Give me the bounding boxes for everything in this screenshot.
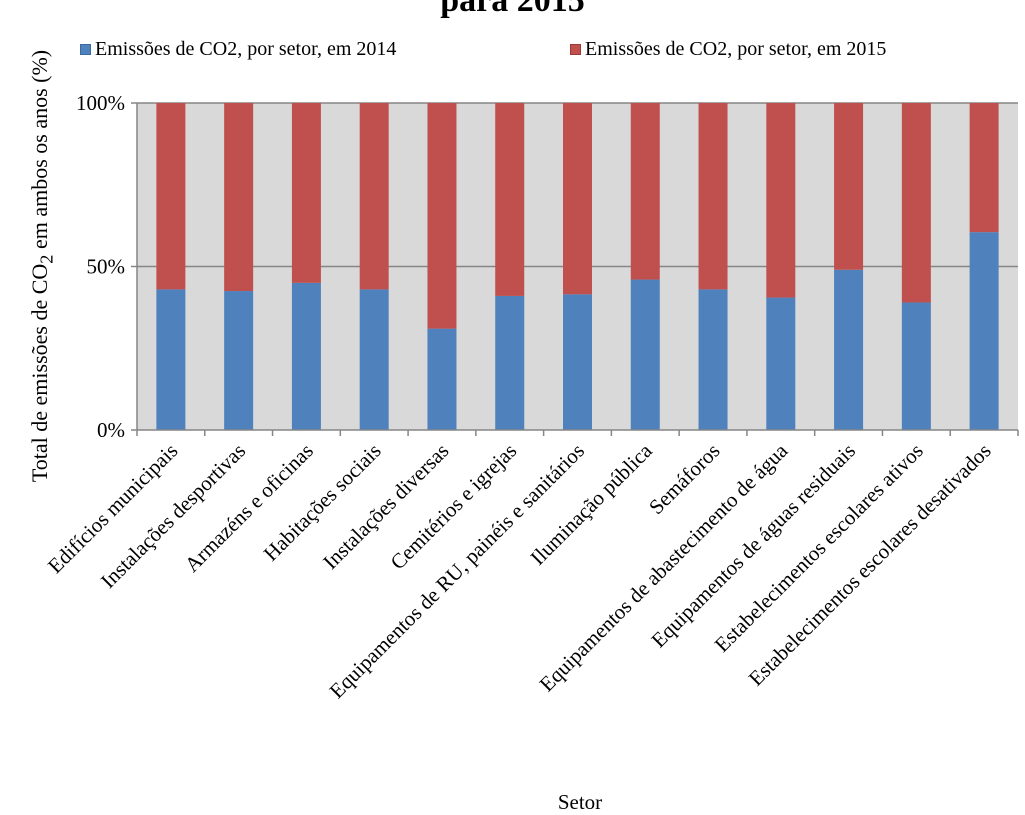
x-tick-label: Equipamentos de abastecimento de água: [535, 438, 793, 696]
bar-2014: [495, 295, 525, 430]
bar-2015: [495, 103, 525, 296]
x-tick-label: Edifícios municipais: [43, 439, 182, 578]
legend-label-2015: Emissões de CO2, por setor, em 2015: [585, 38, 887, 60]
y-tick-label: 0%: [97, 418, 125, 442]
chart-title: para 2015: [440, 0, 585, 19]
bar-2015: [427, 103, 457, 329]
chart-legend: Emissões de CO2, por setor, em 2014 Emis…: [80, 38, 1000, 68]
bar-2015: [901, 103, 931, 303]
bar-2015: [224, 103, 254, 292]
bar-2014: [766, 297, 796, 430]
legend-swatch-2014: [80, 44, 91, 55]
bar-2015: [359, 103, 389, 290]
y-tick-label: 50%: [87, 255, 126, 279]
bar-2014: [630, 279, 660, 430]
bar-2015: [563, 103, 592, 295]
legend-swatch-2015: [570, 44, 581, 55]
bar-2014: [291, 282, 321, 430]
bar-2015: [969, 103, 999, 233]
bar-2014: [427, 328, 457, 430]
bar-2014: [359, 289, 389, 430]
bar-2014: [156, 289, 186, 430]
bar-2014: [224, 291, 254, 430]
bar-2015: [834, 103, 864, 270]
y-tick-label: 100%: [76, 91, 125, 115]
x-tick-label: Instalações diversas: [318, 439, 453, 574]
x-axis-title: Setor: [557, 790, 603, 814]
bar-2015: [630, 103, 660, 280]
x-tick-label: Habitações sociais: [259, 439, 386, 566]
x-tick-label: Armazéns e oficinas: [180, 439, 318, 577]
bar-2015: [291, 103, 321, 283]
bar-2014: [698, 289, 728, 430]
bar-2014: [834, 269, 864, 430]
x-tick-label: Iluminação pública: [526, 438, 658, 570]
bar-2014: [969, 232, 999, 430]
legend-item-2015: Emissões de CO2, por setor, em 2015: [570, 38, 886, 61]
bar-2015: [156, 103, 186, 290]
bar-2014: [901, 302, 931, 430]
x-tick-label: Estabelecimentos escolares desativados: [744, 439, 996, 691]
bar-2015: [698, 103, 728, 290]
legend-item-2014: Emissões de CO2, por setor, em 2014: [80, 38, 396, 61]
bar-2014: [563, 294, 592, 430]
legend-label-2014: Emissões de CO2, por setor, em 2014: [95, 38, 397, 60]
bar-2015: [766, 103, 796, 298]
x-tick-label: Cemitérios e igrejas: [386, 439, 522, 575]
